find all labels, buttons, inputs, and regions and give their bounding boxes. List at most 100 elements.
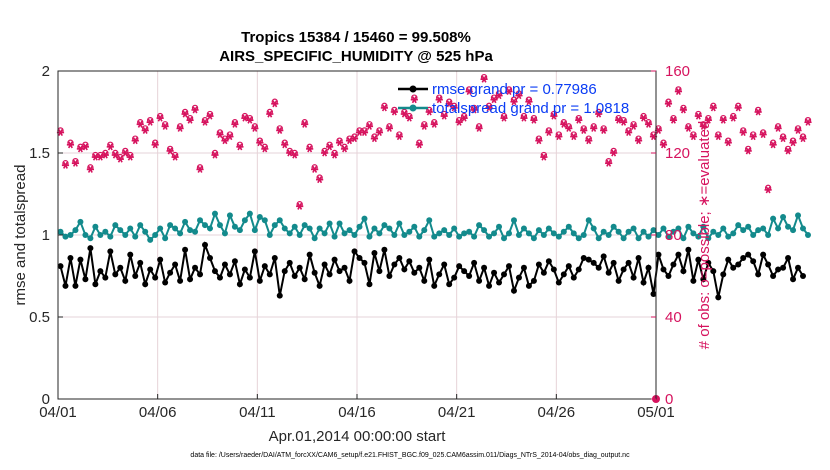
rmse-point [735,261,742,268]
totalspread-point [241,217,248,224]
obs-evaluated-point [340,145,349,153]
obs-evaluated-point [699,122,707,130]
obs-evaluated-point [779,135,787,143]
totalspread-point [720,225,727,232]
obs-evaluated-point [276,126,284,134]
obs-evaluated-point [610,149,618,157]
totalspread-point [615,228,622,235]
y-axis-left-label: rmse and totalspread [12,165,29,306]
obs-evaluated-point [764,186,772,194]
obs-evaluated-point [410,96,418,104]
obs-evaluated-point [131,137,139,145]
rmse-point [172,261,179,268]
totalspread-point [804,232,811,238]
rmse-point [660,266,667,273]
obs-evaluated-point [624,128,633,137]
rmse-point [127,251,134,258]
rmse-point [137,259,144,266]
x-tick-label: 04/21 [438,404,476,421]
rmse-point [396,254,403,261]
rmse-point [635,254,642,261]
obs-evaluated-point [360,128,369,137]
rmse-point [770,273,777,279]
totalspread-point [590,225,597,232]
obs-evaluated-point [460,114,468,122]
x-tick-label: 04/06 [139,404,177,421]
rmse-point [361,259,368,266]
totalspread-point [570,230,577,237]
rmse-point [336,268,343,275]
totalspread-point [361,215,368,222]
rmse-point [610,259,617,266]
totalspread-point [376,230,383,237]
obs-evaluated-point [316,176,324,184]
totalspread-point [236,227,243,234]
obs-evaluated-point [704,116,712,124]
rmse-point [471,259,478,266]
obs-evaluated-point [485,104,493,112]
obs-evaluated-point [515,92,523,100]
obs-evaluated-point [570,133,578,141]
rmse-point [416,264,423,271]
y-left-tick-label: 0 [42,391,50,408]
rmse-point [775,266,782,273]
obs-evaluated-point [605,159,613,167]
totalspread-point [605,232,612,238]
rmse-point [142,281,149,288]
obs-evaluated-point [440,112,448,120]
obs-evaluated-point [261,145,269,153]
totalspread-point [560,228,567,235]
totalspread-point [456,233,463,240]
rmse-point [62,282,69,289]
rmse-point [436,271,443,278]
totalspread-point [740,227,747,234]
totalspread-point [321,230,328,237]
rmse-point [177,277,184,284]
rmse-point [650,291,657,298]
totalspread-point [107,233,114,240]
rmse-point [585,256,592,263]
rmse-point [441,261,448,268]
totalspread-point [256,213,263,220]
totalspread-point [765,232,772,238]
totalspread-point [401,232,408,238]
obs-evaluated-point [525,98,533,106]
obs-evaluated-point [246,116,254,124]
rmse-point [545,258,552,265]
obs-evaluated-point [96,153,104,161]
rmse-point [800,273,807,279]
totalspread-point [406,228,413,235]
obs-evaluated-point [565,124,573,132]
totalspread-point [780,213,787,220]
rmse-point [755,271,762,278]
totalspread-point [535,227,542,234]
obs-evaluated-point [620,118,628,126]
totalspread-point [695,233,702,240]
rmse-point [725,256,732,263]
rmse-point [630,274,637,281]
rmse-point [785,254,792,261]
obs-evaluated-point [590,124,598,132]
obs-evaluated-point [455,118,463,126]
obs-evaluated-point [450,104,458,112]
totalspread-point [715,232,722,238]
obs-evaluated-point [415,141,423,149]
totalspread-point [800,225,807,232]
rmse-point [640,279,647,286]
rmse-point [595,264,602,271]
obs-evaluated-point [271,100,279,108]
totalspread-point [371,225,378,232]
obs-evaluated-point [505,87,513,96]
rmse-point [461,268,468,275]
totalspread-point [152,232,159,238]
obs-evaluated-point [171,153,179,161]
totalspread-point [87,235,94,242]
totalspread-point [431,233,438,240]
obs-evaluated-point [86,165,94,173]
obs-evaluated-point [580,126,588,134]
rmse-point [496,279,503,286]
totalspread-point [396,220,403,227]
obs-evaluated-point [719,116,727,124]
totalspread-point [296,232,303,238]
obs-evaluated-point [121,149,129,157]
